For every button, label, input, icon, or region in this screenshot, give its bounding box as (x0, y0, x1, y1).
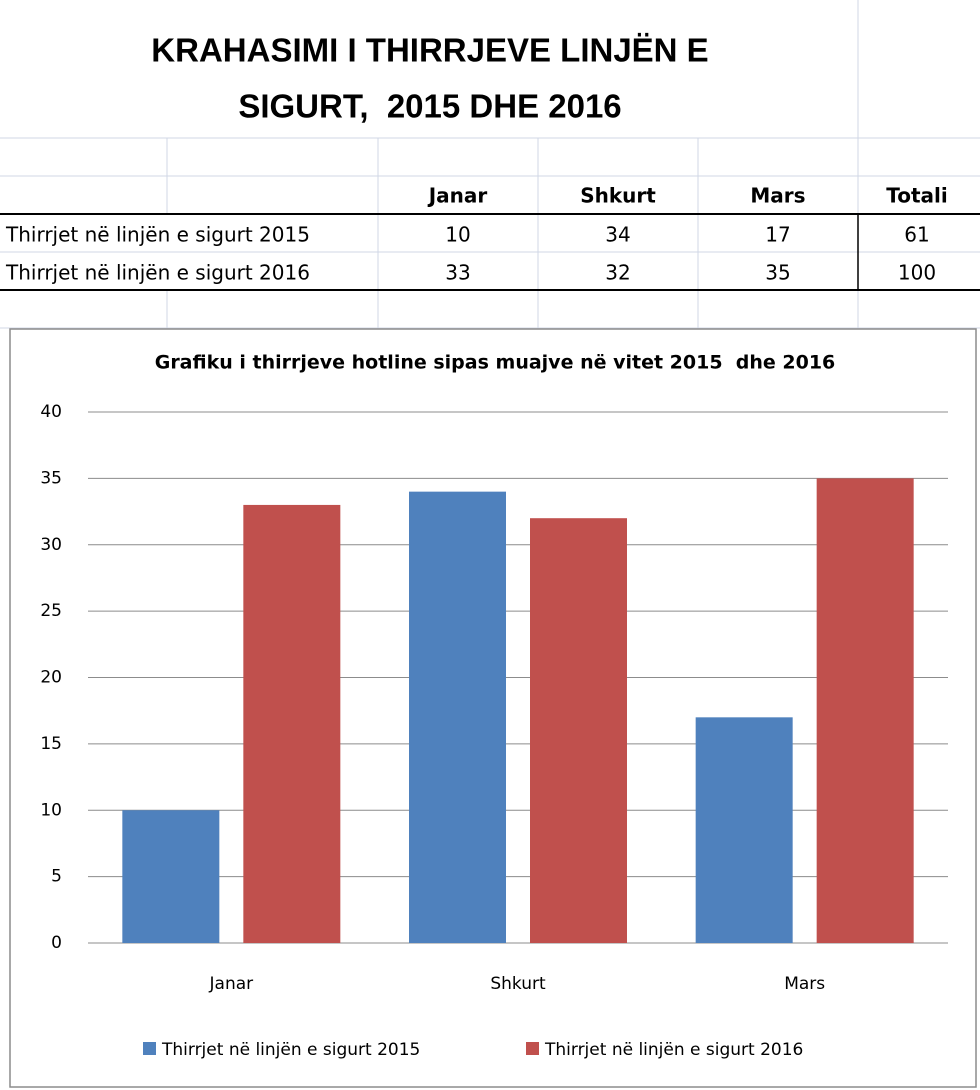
column-header: Mars (750, 184, 805, 208)
bar (243, 504, 341, 943)
chart-title: Grafiku i thirrjeve hotline sipas muajve… (155, 352, 836, 374)
cell: 33 (445, 261, 470, 285)
page-title: SIGURT, 2015 DHE 2016 (238, 88, 621, 125)
cell: 17 (765, 223, 790, 247)
cell: 10 (445, 223, 470, 247)
y-tick-label: 5 (51, 867, 62, 887)
legend-label: Thirrjet në linjën e sigurt 2016 (544, 1040, 803, 1060)
page-title: KRAHASIMI I THIRRJEVE LINJËN E (151, 32, 708, 69)
y-tick-label: 30 (40, 535, 62, 555)
legend-swatch (143, 1042, 156, 1055)
bar (409, 491, 506, 943)
cell: 35 (765, 261, 790, 285)
row-label: Thirrjet në linjën e sigurt 2015 (5, 223, 310, 247)
cell: 100 (898, 261, 936, 285)
row-label: Thirrjet në linjën e sigurt 2016 (5, 261, 310, 285)
y-tick-label: 15 (40, 734, 62, 754)
bar (695, 717, 793, 943)
y-tick-label: 10 (40, 800, 62, 820)
y-tick-label: 40 (40, 402, 62, 422)
cell: 61 (904, 223, 929, 247)
column-header: Totali (886, 184, 948, 208)
column-header: Shkurt (580, 184, 656, 208)
legend-label: Thirrjet në linjën e sigurt 2015 (161, 1040, 420, 1060)
legend-swatch (526, 1042, 539, 1055)
bar (816, 478, 914, 943)
sheet-grid (0, 0, 980, 329)
cell: 32 (605, 261, 630, 285)
y-tick-label: 0 (51, 933, 62, 953)
y-tick-label: 35 (40, 468, 62, 488)
x-tick-label: Shkurt (490, 974, 546, 994)
cell: 34 (605, 223, 630, 247)
bar (122, 810, 220, 943)
x-tick-label: Janar (209, 974, 254, 994)
column-header: Janar (427, 184, 488, 208)
x-tick-label: Mars (784, 974, 825, 994)
y-tick-label: 25 (40, 601, 62, 621)
bar (530, 518, 627, 943)
y-tick-label: 20 (40, 668, 62, 688)
